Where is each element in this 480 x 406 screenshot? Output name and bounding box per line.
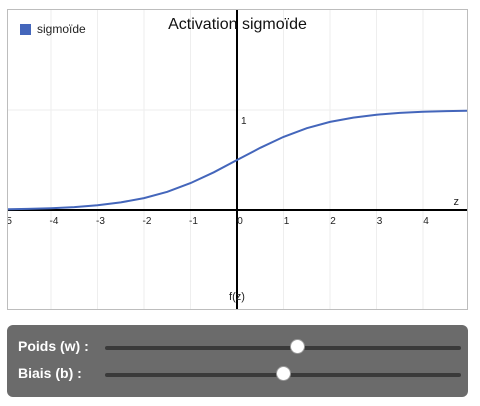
x-tick-label: -4	[50, 216, 59, 227]
y-tick-label: 1	[241, 116, 247, 127]
x-tick-label: 1	[284, 216, 290, 227]
controls-panel: Poids (w) : Biais (b) :	[7, 325, 468, 397]
bias-label: Biais (b) :	[18, 365, 82, 381]
y-axis-label: f(z)	[229, 291, 245, 303]
bias-slider-thumb[interactable]	[275, 366, 291, 381]
legend-label: sigmoïde	[37, 22, 86, 36]
series-line	[8, 109, 467, 211]
x-tick-label: -1	[189, 216, 198, 227]
weight-slider-track[interactable]	[105, 346, 461, 350]
x-tick-label: -2	[143, 216, 152, 227]
x-axis-label: z	[454, 196, 460, 208]
x-tick-label: 3	[377, 216, 383, 227]
weight-row: Poids (w) :	[7, 335, 468, 359]
chart-plot: -5 -4 -3 -2 -1 0 1 2 3 4 1 z f(z)	[8, 10, 467, 309]
chart-area: -5 -4 -3 -2 -1 0 1 2 3 4 1 z f(z) Activation sigmoïd…	[7, 9, 468, 310]
x-tick-label: -5	[8, 216, 12, 227]
x-tick-label: 2	[330, 216, 336, 227]
legend: sigmoïde	[20, 22, 86, 36]
chart-title: Activation sigmoïde	[168, 16, 307, 33]
x-tick-label: -3	[96, 216, 105, 227]
x-tick-label: 4	[423, 216, 429, 227]
legend-swatch	[20, 23, 31, 35]
x-tick-label: 0	[237, 216, 243, 227]
weight-slider-thumb[interactable]	[289, 339, 305, 354]
bias-row: Biais (b) :	[7, 362, 468, 386]
weight-label: Poids (w) :	[18, 338, 89, 354]
